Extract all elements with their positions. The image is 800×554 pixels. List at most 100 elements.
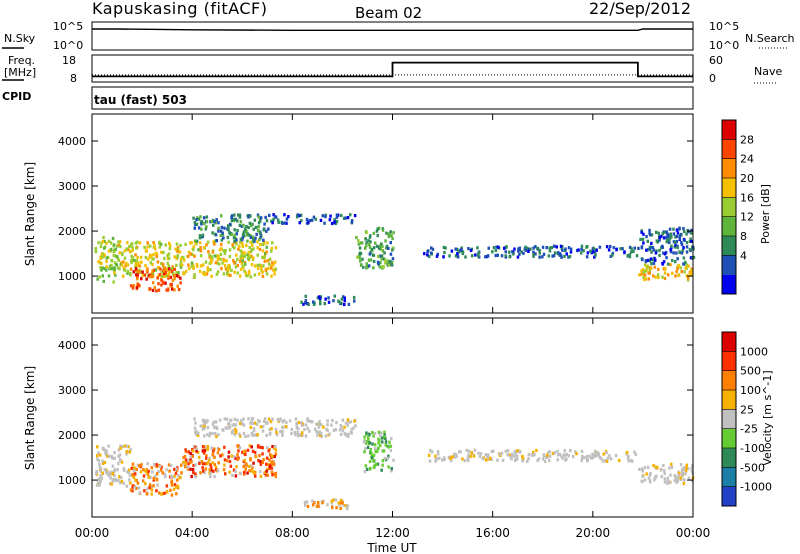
heatmap-cell xyxy=(372,453,376,457)
heatmap-cell xyxy=(368,252,372,256)
heatmap-cell xyxy=(486,254,490,258)
heatmap-cell xyxy=(384,440,388,444)
nsearch-tick-bottom: 10^0 xyxy=(709,39,739,52)
heatmap-cell xyxy=(521,459,524,463)
heatmap-cell xyxy=(673,240,677,244)
heatmap-cell xyxy=(308,219,312,223)
heatmap-cell xyxy=(189,455,192,459)
heatmap-cell xyxy=(377,437,380,441)
heatmap-cell xyxy=(113,243,116,247)
heatmap-cell xyxy=(429,449,432,453)
heatmap-cell xyxy=(257,444,260,448)
heatmap-cell xyxy=(240,419,243,423)
heatmap-cell xyxy=(619,247,622,251)
heatmap-cell xyxy=(157,282,160,286)
heatmap-cell xyxy=(451,455,455,459)
colorbar-tick-label: -1000 xyxy=(740,481,772,494)
heatmap-cell xyxy=(117,462,120,466)
heatmap-cell xyxy=(264,252,267,256)
heatmap-cell xyxy=(326,503,329,507)
heatmap-cell xyxy=(663,480,667,484)
heatmap-cell xyxy=(635,254,639,258)
heatmap-cell xyxy=(568,255,572,259)
colorbar-swatch xyxy=(722,467,736,487)
heatmap-cell xyxy=(117,478,120,482)
heatmap-cell xyxy=(206,269,209,273)
heatmap-cell xyxy=(534,245,537,249)
heatmap-cell xyxy=(391,237,394,241)
heatmap-cell xyxy=(281,433,284,437)
heatmap-cell xyxy=(106,471,110,475)
heatmap-cell xyxy=(238,223,242,227)
heatmap-cell xyxy=(229,464,233,468)
heatmap-cell xyxy=(244,262,247,266)
heatmap-cell xyxy=(123,268,127,272)
heatmap-cell xyxy=(436,452,440,456)
heatmap-cell xyxy=(249,240,253,244)
heatmap-cell xyxy=(647,476,651,480)
heatmap-cell xyxy=(204,445,207,449)
heatmap-cell xyxy=(473,448,477,452)
heatmap-cell xyxy=(150,485,153,489)
heatmap-cell xyxy=(652,248,655,252)
heatmap-cell xyxy=(504,254,507,258)
heatmap-cell xyxy=(377,446,380,450)
heatmap-cell xyxy=(164,243,167,247)
heatmap-cell xyxy=(261,429,265,433)
heatmap-cell xyxy=(146,245,149,249)
heatmap-cell xyxy=(374,447,377,451)
heatmap-cell xyxy=(167,256,171,260)
heatmap-cell xyxy=(303,500,307,505)
heatmap-cell xyxy=(270,466,274,470)
heatmap-cell xyxy=(200,222,203,226)
heatmap-cell xyxy=(151,269,154,273)
heatmap-cell xyxy=(267,449,270,453)
heatmap-cell xyxy=(541,457,545,461)
heatmap-cell xyxy=(390,234,393,238)
heatmap-cell xyxy=(222,468,226,472)
heatmap-cell xyxy=(248,245,251,250)
heatmap-cell xyxy=(655,249,658,253)
heatmap-cell xyxy=(101,266,105,270)
heatmap-cell xyxy=(221,231,224,235)
heatmap-cell xyxy=(208,456,211,460)
heatmap-cell xyxy=(349,213,352,217)
cpid-value: tau (fast) 503 xyxy=(94,93,187,107)
heatmap-cell xyxy=(640,230,644,235)
heatmap-cell xyxy=(532,250,535,254)
heatmap-cell xyxy=(509,455,512,459)
heatmap-cell xyxy=(175,271,178,275)
heatmap-cell xyxy=(272,217,275,222)
heatmap-cell xyxy=(231,244,235,249)
heatmap-cell xyxy=(152,476,155,481)
heatmap-cell xyxy=(668,227,672,231)
heatmap-cell xyxy=(184,448,187,452)
heatmap-cell xyxy=(187,450,190,454)
y-tick-label: 2000 xyxy=(58,225,86,238)
heatmap-cell xyxy=(518,450,521,454)
colorbar-swatch xyxy=(722,332,736,352)
heatmap-cell xyxy=(271,454,274,458)
heatmap-cell xyxy=(677,474,680,478)
heatmap-cell xyxy=(476,246,479,250)
heatmap-cell xyxy=(690,469,694,473)
heatmap-cell xyxy=(207,461,210,465)
heatmap-cell xyxy=(226,224,230,228)
colorbar-tick-label: 4 xyxy=(740,249,747,262)
heatmap-cell xyxy=(598,245,602,249)
heatmap-cell xyxy=(579,251,583,255)
heatmap-cell xyxy=(156,276,159,280)
heatmap-cell xyxy=(490,449,494,454)
heatmap-cell xyxy=(658,248,661,253)
heatmap-cell xyxy=(340,297,344,301)
heatmap-cell xyxy=(298,433,302,437)
heatmap-cell xyxy=(105,256,109,260)
heatmap-cell xyxy=(365,244,368,248)
heatmap-cell xyxy=(368,459,372,464)
heatmap-cell xyxy=(201,263,205,267)
heatmap-cell xyxy=(206,266,209,270)
heatmap-cell xyxy=(648,228,651,232)
heatmap-cell xyxy=(674,274,677,278)
heatmap-cell xyxy=(209,268,212,272)
heatmap-cell xyxy=(153,285,157,290)
